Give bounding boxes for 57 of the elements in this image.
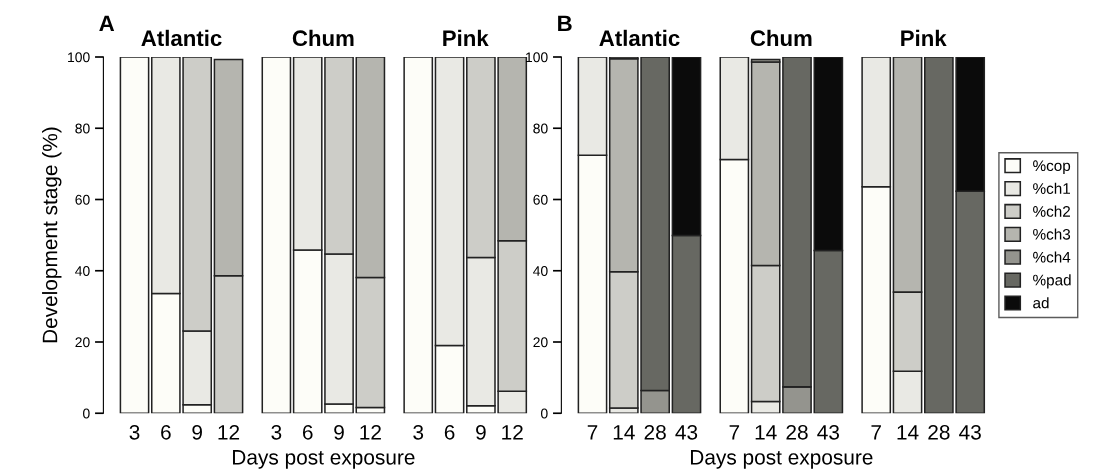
x-tick-label: 7	[729, 425, 740, 440]
y-axis-title: Development stage (%)	[42, 127, 62, 343]
x-tick-label: 28	[928, 424, 950, 440]
x-tick-label: 3	[129, 424, 140, 440]
x-axis-title: Days post exposure	[233, 450, 415, 469]
y-tick-label: 40	[533, 266, 548, 276]
x-tick-label: 9	[334, 424, 344, 440]
chart-title: Atlantic	[599, 29, 680, 47]
chart-title: Pink	[901, 29, 947, 46]
x-tick-label: 43	[959, 424, 981, 440]
chart-title: Chum	[292, 29, 354, 47]
y-tick-label: 20	[75, 337, 90, 348]
legend-label: %ch2	[1033, 205, 1070, 217]
x-tick-label: 28	[786, 424, 808, 440]
y-tick-label: 0	[83, 408, 90, 419]
x-axis-title: Days post exposure	[690, 450, 873, 469]
y-tick-label: 100	[526, 52, 548, 63]
x-tick-label: 6	[302, 424, 313, 440]
x-tick-label: 43	[817, 424, 840, 440]
legend-label: %ch1	[1033, 182, 1070, 194]
y-tick-label: 0	[540, 408, 548, 419]
x-tick-label: 28	[644, 424, 666, 440]
legend-label: %ch3	[1033, 228, 1071, 240]
chart-title: Atlantic	[141, 29, 222, 47]
bar	[119, 57, 150, 414]
bar	[261, 57, 292, 414]
legend-label: ad	[1033, 297, 1049, 309]
bar	[403, 57, 434, 414]
legend-label: %cop	[1033, 160, 1071, 175]
x-tick-label: 7	[587, 425, 598, 440]
text: A	[99, 15, 115, 32]
legend-label: %ch4	[1033, 251, 1071, 263]
x-tick-label: 12	[502, 424, 523, 440]
y-tick-label: 80	[533, 123, 548, 134]
x-tick-label: 9	[476, 424, 486, 440]
chart-title: Chum	[750, 29, 812, 47]
text: B	[558, 15, 572, 32]
chart-title: Pink	[443, 29, 489, 46]
y-tick-label: 20	[533, 337, 548, 348]
y-tick-label: 60	[533, 194, 548, 205]
legend-label: %pad	[1033, 274, 1071, 289]
y-tick-label: 100	[68, 52, 90, 63]
x-tick-label: 6	[444, 424, 455, 440]
y-tick-label: 40	[75, 266, 90, 276]
x-tick-label: 43	[675, 424, 698, 440]
x-tick-label: 12	[360, 424, 381, 440]
x-tick-label: 3	[271, 424, 282, 440]
x-tick-label: 14	[755, 425, 777, 440]
x-tick-label: 14	[613, 425, 635, 440]
x-tick-label: 7	[871, 425, 881, 440]
x-tick-label: 6	[161, 424, 171, 440]
y-tick-label: 80	[75, 123, 90, 134]
y-tick-label: 60	[75, 194, 90, 205]
x-tick-label: 14	[897, 425, 919, 440]
x-tick-label: 12	[218, 424, 240, 440]
x-tick-label: 3	[413, 424, 424, 440]
x-tick-label: 9	[192, 424, 202, 440]
